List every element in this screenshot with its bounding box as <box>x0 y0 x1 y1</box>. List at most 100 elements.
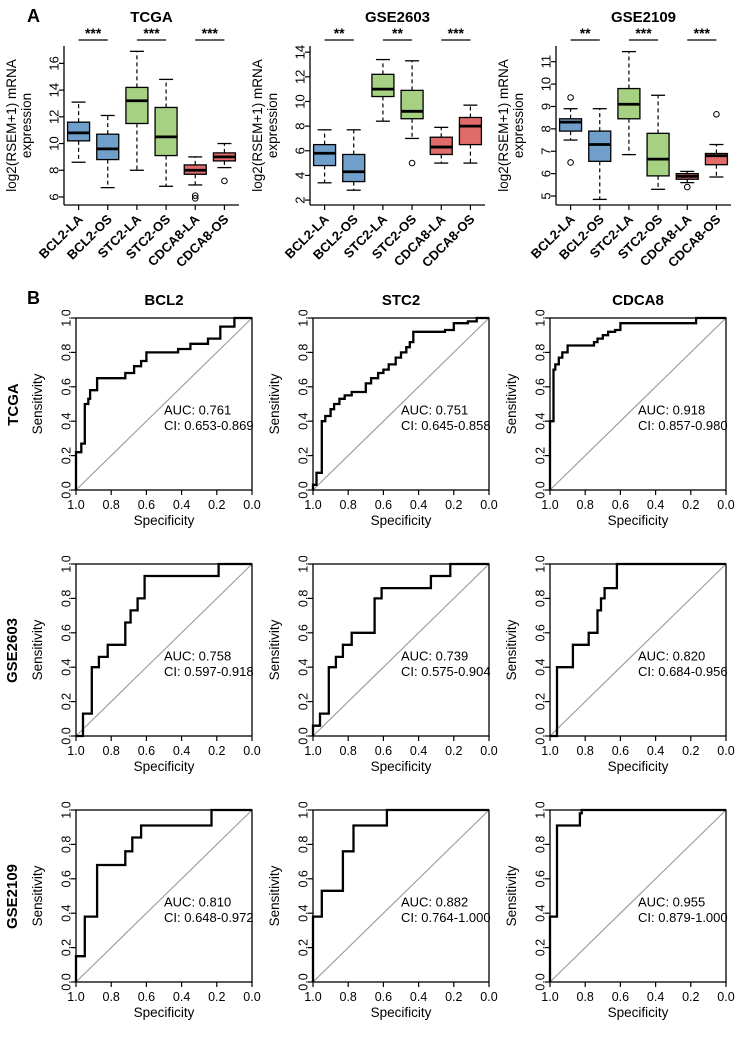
box <box>125 86 149 125</box>
x-tick-label: 0.8 <box>340 498 357 512</box>
roc-row-gse2603: GSE2603 1.0 0.8 0.6 0.4 0.2 0.0 0.0 0.2 0.4 0.6 0.… <box>0 556 739 802</box>
plot-frame <box>75 563 253 737</box>
row-label-gse2603: GSE2603 <box>4 617 22 683</box>
x-tick-label: 0.8 <box>577 744 594 758</box>
y-tick-label: 0.2 <box>296 939 310 956</box>
roc-curve <box>76 562 252 738</box>
y-axis-label-line2: expression <box>511 93 526 158</box>
x-tick-label: 1.0 <box>541 498 558 512</box>
chart-title: TCGA <box>130 9 173 26</box>
roc-curve <box>548 808 726 982</box>
box <box>312 143 337 167</box>
significance-stars: *** <box>694 25 711 41</box>
ci-label: CI: 0.597-0.918 <box>164 664 254 679</box>
y-tick-label: 0.8 <box>533 590 547 607</box>
y-tick-label: 0.2 <box>533 693 547 710</box>
y-tick-label: 6 <box>293 147 308 154</box>
roc-curve <box>311 808 489 982</box>
box <box>342 153 366 183</box>
ci-label: CI: 0.653-0.869 <box>164 418 254 433</box>
roc-curve <box>74 316 252 490</box>
outlier-point <box>567 159 574 166</box>
auc-label: AUC: 0.810 <box>164 894 231 909</box>
x-tick-label: 0.0 <box>243 498 260 512</box>
roc-curve <box>548 316 726 490</box>
box <box>96 133 120 161</box>
boxplot-gse2603: GSE2603 2 4 6 8 10 12 14 log2(RSEM+1) mRNA expres… <box>250 9 485 270</box>
x-axis-label: Specificity <box>371 1005 432 1020</box>
x-tick-label: 1.0 <box>304 990 321 1004</box>
box <box>371 73 395 98</box>
significance-stars: ** <box>334 25 345 41</box>
ci-label: CI: 0.575-0.904 <box>401 664 491 679</box>
outlier-point <box>191 195 199 202</box>
x-tick-label: 0.6 <box>612 498 629 512</box>
significance-stars: *** <box>448 25 465 41</box>
y-tick-label: 0.6 <box>59 870 73 887</box>
x-tick-label: 0.0 <box>243 990 260 1004</box>
box <box>588 130 612 162</box>
reference-diagonal <box>75 317 253 491</box>
x-tick-label: 0.0 <box>480 990 497 1004</box>
col-title-cdca8: CDCA8 <box>612 292 664 309</box>
y-tick-label: 0.4 <box>533 658 547 675</box>
y-tick-label: 0.6 <box>533 624 547 641</box>
row-label-gse2109: GSE2109 <box>4 863 22 929</box>
reference-diagonal <box>312 563 490 737</box>
x-tick-label: 0.8 <box>577 498 594 512</box>
y-tick-label: 0.6 <box>533 870 547 887</box>
roc-gse2109-cdca8: 1.0 0.8 0.6 0.4 0.2 0.0 0.0 0.2 0.4 0.6 0.8 1.0 Spec… <box>504 802 735 1020</box>
plot-frame <box>75 317 253 491</box>
x-tick-label: 0.6 <box>138 498 155 512</box>
y-tick-label: 10 <box>539 77 554 91</box>
x-tick-label: 0.4 <box>410 744 427 758</box>
y-tick-label: 0.8 <box>59 836 73 853</box>
y-tick-label: 0.8 <box>296 590 310 607</box>
panel-a: TCGA 6 8 10 12 14 16 log2(RSEM+1) mRNA expressio… <box>0 0 739 288</box>
x-tick-label: 0.0 <box>480 744 497 758</box>
auc-label: AUC: 0.918 <box>638 402 705 417</box>
plot-frame <box>549 563 727 737</box>
auc-label: AUC: 0.761 <box>164 402 231 417</box>
y-tick-label: 0.0 <box>59 973 73 990</box>
y-axis-label: Sensitivity <box>504 619 519 680</box>
x-tick-label: 1.0 <box>67 498 84 512</box>
plot-frame <box>312 563 490 737</box>
boxplot-gse2109: GSE2109 5 6 7 8 9 10 11 log2(RSEM+1) mRNA express… <box>496 9 731 270</box>
chart-title: GSE2109 <box>611 9 676 26</box>
box <box>704 152 729 166</box>
y-tick-label: 0.2 <box>533 939 547 956</box>
box <box>154 106 178 157</box>
y-tick-label: 0.8 <box>59 590 73 607</box>
y-tick-label: 0.6 <box>59 624 73 641</box>
y-tick-label: 6 <box>47 193 62 200</box>
y-tick-label: 0.4 <box>59 412 73 429</box>
y-axis-label: Sensitivity <box>504 373 519 434</box>
y-tick-label: 1.0 <box>533 802 547 819</box>
y-tick-label: 1.0 <box>59 310 73 327</box>
y-axis-label: Sensitivity <box>30 373 45 434</box>
outlier-point <box>567 94 574 101</box>
x-tick-label: 0.2 <box>208 498 225 512</box>
y-tick-label: 1.0 <box>533 556 547 573</box>
y-tick-label: 0.4 <box>59 904 73 921</box>
x-tick-label: 0.4 <box>410 990 427 1004</box>
y-tick-label: 0.8 <box>59 344 73 361</box>
y-tick-label: 1.0 <box>59 556 73 573</box>
reference-diagonal <box>312 317 490 491</box>
x-tick-label: 1.0 <box>67 744 84 758</box>
x-axis-label: Specificity <box>134 1005 195 1020</box>
significance-stars: *** <box>143 25 160 41</box>
y-tick-label: 5 <box>539 192 554 199</box>
y-tick-label: 0.8 <box>296 344 310 361</box>
ci-label: CI: 0.648-0.972 <box>164 910 254 925</box>
x-axis-label: Specificity <box>371 759 432 774</box>
x-axis-label: Specificity <box>608 759 669 774</box>
auc-label: AUC: 0.882 <box>401 894 468 909</box>
significance-stars: *** <box>85 25 102 41</box>
y-axis-label-line1: log2(RSEM+1) mRNA <box>496 59 511 191</box>
plot-frame <box>549 317 727 491</box>
y-tick-label: 7 <box>539 148 554 155</box>
x-tick-label: 0.8 <box>577 990 594 1004</box>
